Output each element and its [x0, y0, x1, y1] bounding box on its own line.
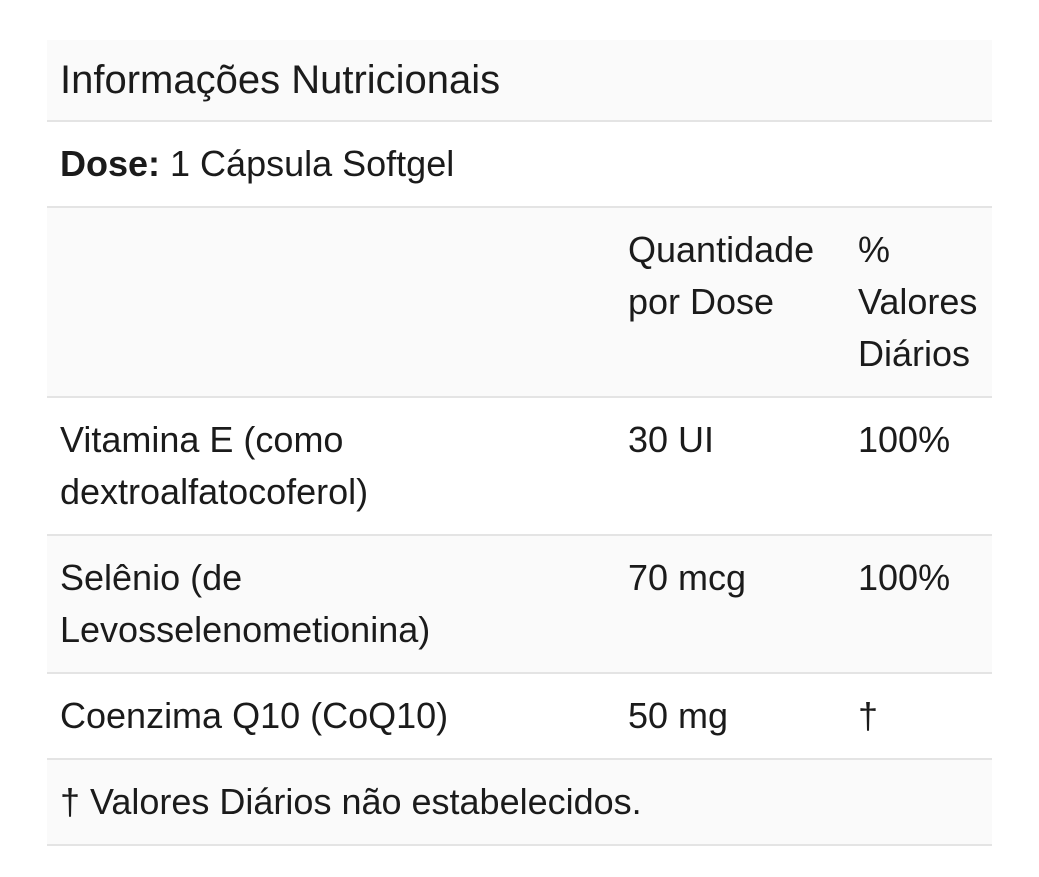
nutrient-amount: 30 UI [615, 397, 845, 536]
column-header-amount: Quantidade por Dose [615, 207, 845, 398]
column-header-empty [47, 207, 615, 398]
nutrient-amount: 50 mg [615, 673, 845, 760]
footnote-row: † Valores Diários não estabelecidos. [47, 759, 993, 846]
nutrient-row-coenzima-q10: Coenzima Q10 (CoQ10) 50 mg † [47, 673, 993, 760]
dose-line: Dose: 1 Cápsula Softgel [47, 121, 993, 208]
nutrient-name: Coenzima Q10 (CoQ10) [47, 673, 615, 760]
nutrient-daily-value: 100% [845, 535, 993, 674]
dose-row: Dose: 1 Cápsula Softgel [47, 121, 993, 208]
nutrient-daily-value: 100% [845, 397, 993, 536]
column-header-row: Quantidade por Dose % Valores Diários [47, 207, 993, 398]
title-row: Informações Nutricionais [47, 40, 993, 122]
nutrient-daily-value: † [845, 673, 993, 760]
column-header-daily-value: % Valores Diários [845, 207, 993, 398]
nutrition-facts-title: Informações Nutricionais [47, 40, 993, 122]
dose-value: 1 Cápsula Softgel [160, 143, 455, 184]
nutrition-facts-table: Informações Nutricionais Dose: 1 Cápsula… [47, 40, 993, 846]
nutrient-amount: 70 mcg [615, 535, 845, 674]
daily-value-footnote: † Valores Diários não estabelecidos. [47, 759, 993, 846]
nutrient-name: Vitamina E (como dextroalfatocoferol) [47, 397, 615, 536]
nutrient-name: Selênio (de Levosselenometionina) [47, 535, 615, 674]
dose-label: Dose: [60, 143, 161, 184]
nutrient-row-selenio: Selênio (de Levosselenometionina) 70 mcg… [47, 535, 993, 674]
nutrient-row-vitamina-e: Vitamina E (como dextroalfatocoferol) 30… [47, 397, 993, 536]
